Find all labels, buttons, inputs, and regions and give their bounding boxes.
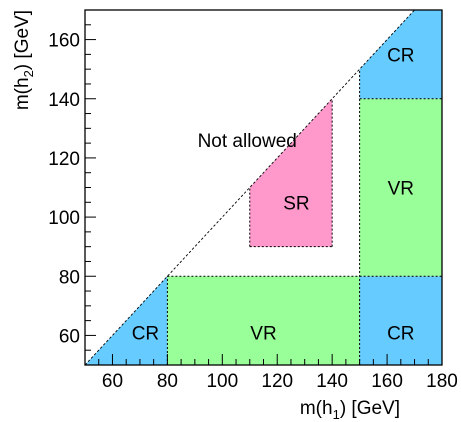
region-cr-2 [359, 276, 442, 365]
y-axis-title-subscript: 2 [21, 70, 36, 77]
region-label-vr-1: VR [250, 323, 276, 344]
y-axis-title: m(h2) [GeV] [12, 10, 36, 110]
y-axis-title-main: m(h [12, 77, 33, 110]
x-tick-label-120: 120 [261, 371, 293, 392]
x-tick-label-180: 180 [426, 371, 458, 392]
x-axis-title: m(h1) [GeV] [300, 398, 400, 422]
region-cr-4 [359, 10, 442, 99]
regions-layer [85, 10, 442, 365]
region-vr-1 [167, 276, 360, 365]
x-tick-label-140: 140 [316, 371, 348, 392]
x-tick-label-100: 100 [206, 371, 238, 392]
x-axis-title-unit: ) [GeV] [340, 398, 400, 419]
region-label-vr-3: VR [388, 179, 414, 200]
region-sr-5 [249, 98, 333, 247]
x-axis: 60 80 100 120 140 160 180 [84, 354, 458, 392]
region-label-cr-2: CR [387, 323, 414, 344]
y-tick-label-140: 140 [48, 90, 80, 111]
region-label-sr-5: SR [283, 193, 309, 214]
region-label-cr-0: CR [132, 323, 159, 344]
x-tick-label-80: 80 [157, 371, 178, 392]
boundary-layer [166, 69, 442, 365]
y-axis: 60 80 100 120 140 160 [48, 9, 96, 366]
y-tick-label-80: 80 [59, 267, 80, 288]
x-tick-label-60: 60 [102, 371, 123, 392]
y-tick-label-60: 60 [59, 326, 80, 347]
y-tick-label-120: 120 [48, 149, 80, 170]
y-tick-label-100: 100 [48, 208, 80, 229]
x-axis-title-main: m(h [300, 398, 333, 419]
x-tick-label-160: 160 [371, 371, 403, 392]
y-axis-title-unit: ) [GeV] [12, 10, 33, 70]
y-tick-label-160: 160 [48, 31, 80, 52]
x-axis-title-subscript: 1 [333, 407, 340, 422]
region-vr-3 [359, 98, 442, 277]
region-label-cr-4: CR [387, 45, 414, 66]
region-labels-layer: CR VR CR VR CR SR [132, 45, 415, 344]
annotations-layer: Not allowed [198, 131, 297, 152]
annotation-not-allowed: Not allowed [198, 131, 297, 152]
